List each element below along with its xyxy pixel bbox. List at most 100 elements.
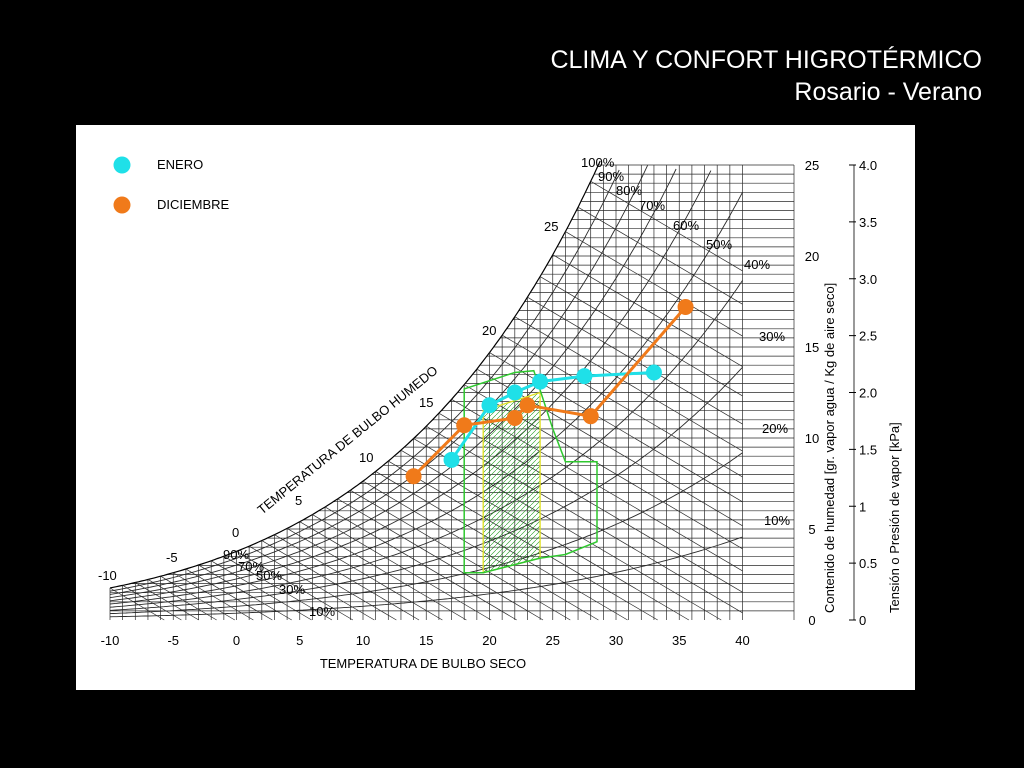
wetbulb-gridline <box>173 572 254 621</box>
rh-label-low: 70% <box>238 559 264 574</box>
y-tick-label: 5 <box>808 522 815 537</box>
rh-label-low: 50% <box>256 568 282 583</box>
y-axis-title: Contenido de humedad [gr. vapor agua / K… <box>822 283 837 613</box>
x-tick-label: 30 <box>609 633 623 648</box>
wetbulb-label: 15 <box>419 395 433 410</box>
y2-tick-label: 0.5 <box>859 556 877 571</box>
y-tick-label: 15 <box>805 340 819 355</box>
wetbulb-gridline <box>350 489 571 621</box>
data-point-enero <box>481 397 498 414</box>
x-tick-label: 15 <box>419 633 433 648</box>
x-tick-label: -5 <box>167 633 179 648</box>
rh-curve <box>109 536 743 618</box>
legend-label-enero: ENERO <box>157 157 203 172</box>
y2-tick-label: 2.5 <box>859 329 877 344</box>
wetbulb-gridline <box>211 560 312 621</box>
rh-label: 20% <box>762 421 788 436</box>
rh-label-low: 90% <box>223 547 249 562</box>
comfort-zone-green <box>463 369 598 574</box>
data-point-diciembre <box>677 298 694 315</box>
y2-axis-title: Tensión o Presión de vapor [kPa] <box>887 422 902 613</box>
legend-marker-diciembre <box>113 196 131 214</box>
x-tick-label: 10 <box>356 633 370 648</box>
saturation-curve <box>109 160 601 589</box>
rh-label: 50% <box>706 237 732 252</box>
chart-legend: ENERO DICIEMBRE <box>113 156 230 214</box>
y2-tick-label: 0 <box>859 613 866 628</box>
data-point-enero <box>645 364 662 381</box>
rh-label: 80% <box>616 183 642 198</box>
x-axis-title: TEMPERATURA DE BULBO SECO <box>320 656 526 671</box>
x-tick-label: 40 <box>735 633 749 648</box>
x-tick-label: 25 <box>546 633 560 648</box>
wetbulb-gridline <box>274 534 420 621</box>
wetbulb-gridline <box>248 545 375 621</box>
wetbulb-gridline <box>286 528 443 621</box>
x-tick-label: 0 <box>233 633 240 648</box>
data-point-diciembre <box>456 417 473 434</box>
rh-label: 70% <box>639 198 665 213</box>
data-point-diciembre <box>519 397 536 414</box>
rh-label-low: 30% <box>279 582 305 597</box>
wetbulb-label: 0 <box>232 525 239 540</box>
rh-curve <box>109 165 649 595</box>
wetbulb-gridline <box>223 555 333 621</box>
legend-marker-enero <box>113 156 131 174</box>
y-tick-label: 25 <box>805 158 819 173</box>
comfort-zone <box>463 369 598 574</box>
rh-label: 60% <box>673 218 699 233</box>
wetbulb-gridline <box>135 582 200 621</box>
slide-subtitle: Rosario - Verano <box>794 78 982 106</box>
wetbulb-gridline <box>552 254 743 367</box>
series-enero <box>443 364 662 468</box>
wetbulb-gridline <box>577 206 743 305</box>
slide-title: CLIMA Y CONFORT HIGROTÉRMICO <box>550 46 982 74</box>
wetbulb-gridline <box>312 514 492 621</box>
rh-curve <box>109 192 743 605</box>
wetbulb-gridline <box>514 316 743 452</box>
wetbulb-gridline <box>109 587 165 621</box>
wetbulb-gridline <box>489 352 743 503</box>
y2-tick-label: 4.0 <box>859 158 877 173</box>
wetbulb-gridline <box>527 296 743 425</box>
wetbulb-label: 10 <box>359 450 373 465</box>
y2-tick-label: 3.0 <box>859 272 877 287</box>
wetbulb-gridline <box>337 498 544 621</box>
legend-label-diciembre: DICIEMBRE <box>157 197 230 212</box>
wetbulb-gridline <box>261 540 397 621</box>
wetbulb-label: -5 <box>166 550 178 565</box>
data-point-diciembre <box>582 408 599 425</box>
data-point-enero <box>506 384 523 401</box>
wetbulb-gridline <box>539 276 743 397</box>
wetbulb-gridline <box>426 425 743 614</box>
wetbulb-gridline <box>400 449 690 621</box>
slide-title-block: CLIMA Y CONFORT HIGROTÉRMICO Rosario - V… <box>550 44 982 108</box>
rh-label-low: 10% <box>309 604 335 619</box>
chart-grid <box>109 160 795 621</box>
wetbulb-gridline <box>160 575 235 621</box>
wetbulb-label: 5 <box>295 493 302 508</box>
rh-label: 100% <box>581 155 615 170</box>
rh-curve <box>109 280 743 608</box>
wetbulb-gridline <box>501 334 743 478</box>
psychrometric-chart-panel: -10 -5 0 5 10 15 20 25 30 35 40 TEMPERATURA DE BULB… <box>76 125 915 690</box>
rh-curve <box>109 366 743 611</box>
rh-label: 30% <box>759 329 785 344</box>
wetbulb-gridline <box>198 564 292 621</box>
y2-tick-label: 3.5 <box>859 215 877 230</box>
data-series <box>405 298 694 485</box>
rh-label: 90% <box>598 169 624 184</box>
wetbulb-gridline <box>324 506 517 621</box>
wetbulb-gridline <box>299 521 467 621</box>
y-tick-label: 0 <box>808 613 815 628</box>
y2-tick-label: 1 <box>859 499 866 514</box>
wetbulb-gridline <box>565 231 743 337</box>
wetbulb-gridline <box>362 480 599 621</box>
wetbulb-label: 20 <box>482 323 496 338</box>
rh-curve <box>109 170 712 602</box>
wetbulb-gridline <box>147 579 217 621</box>
y-tick-label: 10 <box>805 431 819 446</box>
x-tick-label: -10 <box>101 633 120 648</box>
data-point-enero <box>576 368 593 385</box>
data-point-enero <box>532 373 549 390</box>
